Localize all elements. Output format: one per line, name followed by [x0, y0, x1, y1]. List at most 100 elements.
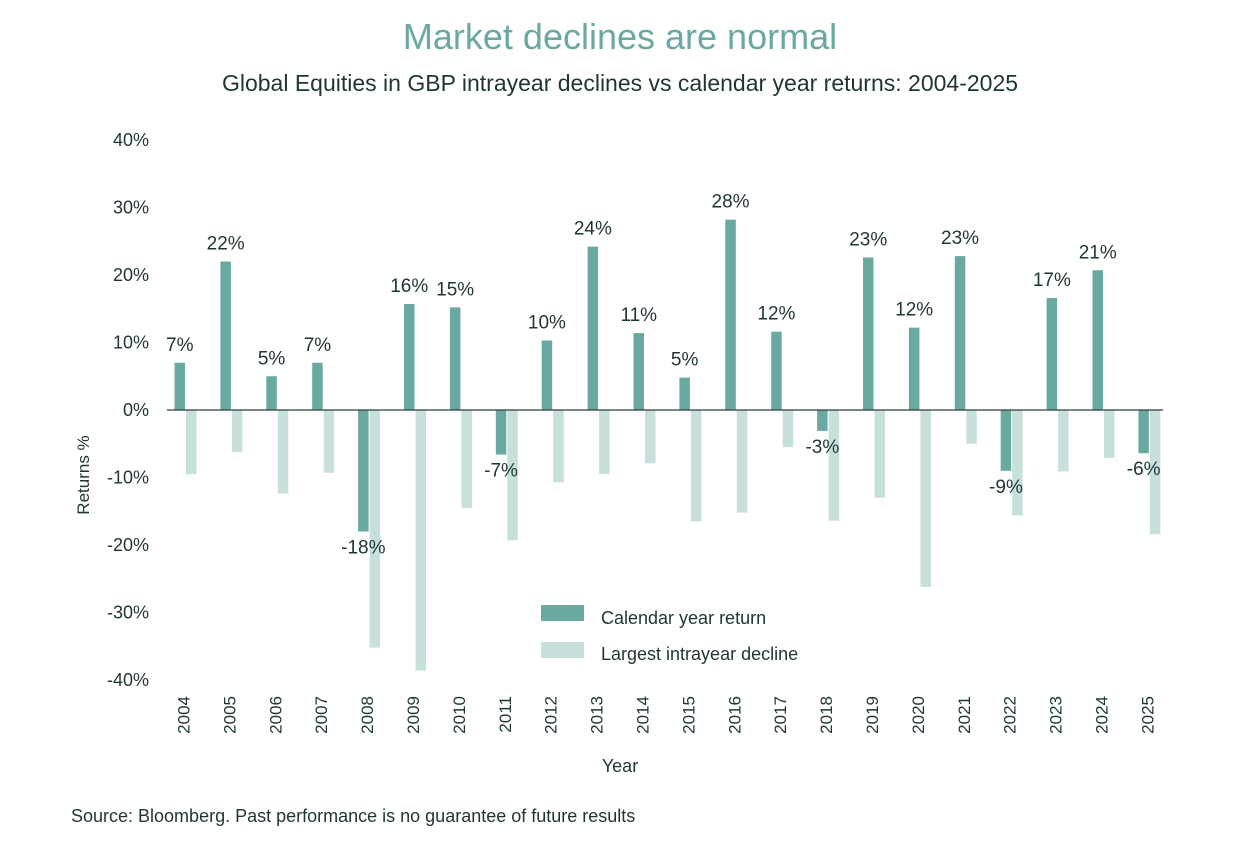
calendar-return-bar: [1092, 270, 1103, 410]
calendar-return-bar: [725, 219, 736, 410]
x-tick-label: 2023: [1047, 696, 1066, 734]
calendar-return-bars: [174, 219, 1149, 532]
calendar-return-bar: [587, 246, 599, 410]
intrayear-decline-bar: [1104, 410, 1115, 458]
legend-swatch-calendar: [541, 605, 584, 621]
calendar-return-bar: [404, 304, 415, 410]
calendar-return-data-label: 16%: [390, 276, 428, 297]
intrayear-decline-bar: [1149, 410, 1161, 535]
calendar-return-data-label: -7%: [484, 461, 518, 482]
intrayear-decline-bar: [874, 410, 885, 498]
x-tick-label: 2013: [588, 696, 607, 734]
intrayear-decline-bar: [369, 410, 381, 648]
calendar-return-bar: [312, 362, 323, 410]
y-tick-label: 30%: [113, 198, 149, 218]
legend: Calendar year return Largest intrayear d…: [541, 605, 798, 664]
y-tick-label: -10%: [107, 468, 149, 488]
calendar-return-data-label: 7%: [166, 335, 194, 356]
calendar-return-bar: [1046, 297, 1058, 410]
calendar-return-data-label: 21%: [1079, 242, 1117, 263]
x-axis-ticks: 2004 2005 2006 2007 2008 2009 2010 2011 2012 2013…: [175, 696, 1158, 734]
calendar-return-data-label: 24%: [574, 219, 612, 240]
x-tick-label: 2005: [220, 696, 239, 734]
calendar-return-bar: [174, 362, 185, 410]
calendar-return-bar: [220, 261, 231, 410]
x-tick-label: 2019: [863, 696, 882, 734]
y-tick-label: -30%: [107, 603, 149, 623]
bar-chart: -40% -30% -20% -10% 0% 10% 20% 30% 40% Returns %…: [74, 130, 1163, 776]
y-axis-label: Returns %: [74, 435, 93, 514]
intrayear-decline-bar: [736, 410, 748, 513]
x-tick-label: 2021: [955, 696, 974, 734]
intrayear-decline-bar: [1012, 410, 1023, 516]
chart-title: Market declines are normal: [402, 16, 838, 57]
x-tick-label: 2015: [679, 696, 698, 734]
y-axis-ticks: -40% -30% -20% -10% 0% 10% 20% 30% 40%: [107, 130, 149, 690]
intrayear-decline-bar: [690, 410, 702, 522]
calendar-return-data-label: -3%: [805, 437, 839, 458]
intrayear-decline-bar: [645, 410, 656, 464]
data-labels: 7% 22% 5% 7% -18% 16% 15% -7% 10% 24% 11% 5% 28% 12% -…: [166, 192, 1161, 559]
decline-bars: [186, 410, 1161, 671]
intrayear-decline-bar: [461, 410, 472, 508]
intrayear-decline-bar: [507, 410, 518, 541]
x-tick-label: 2010: [450, 696, 469, 734]
calendar-return-data-label: -9%: [989, 477, 1023, 498]
intrayear-decline-bar: [828, 410, 840, 521]
y-tick-label: 40%: [113, 130, 149, 150]
calendar-return-data-label: 7%: [304, 335, 332, 356]
x-tick-label: 2012: [542, 696, 561, 734]
source-note: Source: Bloomberg. Past performance is n…: [71, 806, 636, 826]
intrayear-decline-bar: [599, 410, 610, 475]
calendar-return-bar: [541, 340, 553, 410]
calendar-return-data-label: 15%: [436, 279, 474, 300]
calendar-return-bar: [1138, 410, 1149, 454]
calendar-return-bar: [817, 410, 828, 431]
calendar-return-bar: [863, 257, 874, 410]
calendar-return-data-label: 28%: [712, 192, 750, 213]
calendar-return-data-label: 5%: [671, 350, 699, 371]
calendar-return-bar: [679, 377, 690, 410]
calendar-return-data-label: -18%: [341, 538, 385, 559]
calendar-return-data-label: 23%: [849, 229, 887, 250]
calendar-return-bar: [1000, 410, 1012, 471]
y-tick-label: -40%: [107, 670, 149, 690]
x-tick-label: 2022: [1001, 696, 1020, 734]
calendar-return-data-label: 10%: [528, 312, 566, 333]
legend-label-decline: Largest intrayear decline: [601, 644, 798, 664]
calendar-return-data-label: 12%: [757, 304, 795, 325]
calendar-return-bar: [771, 331, 782, 410]
x-tick-label: 2014: [634, 696, 653, 734]
x-tick-label: 2009: [404, 696, 423, 734]
x-tick-label: 2024: [1093, 696, 1112, 734]
intrayear-decline-bar: [966, 410, 977, 444]
intrayear-decline-bar: [277, 410, 289, 494]
y-tick-label: -20%: [107, 535, 149, 555]
calendar-return-data-label: 11%: [620, 305, 657, 326]
x-tick-label: 2008: [358, 696, 377, 734]
chart-subtitle: Global Equities in GBP intrayear decline…: [221, 70, 1019, 96]
y-tick-label: 0%: [123, 400, 149, 420]
x-tick-label: 2018: [817, 696, 836, 734]
calendar-return-bar: [495, 410, 507, 455]
calendar-return-data-label: 5%: [258, 348, 286, 369]
intrayear-decline-bar: [186, 410, 197, 475]
x-tick-label: 2020: [909, 696, 928, 734]
calendar-return-bar: [633, 333, 644, 410]
intrayear-decline-bar: [415, 410, 426, 671]
intrayear-decline-bar: [1058, 410, 1069, 472]
x-axis-label: Year: [602, 756, 638, 776]
intrayear-decline-bar: [553, 410, 564, 483]
legend-swatch-decline: [541, 642, 584, 658]
calendar-return-data-label: -6%: [1127, 459, 1161, 480]
x-tick-label: 2004: [175, 696, 194, 734]
calendar-return-data-label: 23%: [941, 228, 979, 249]
x-tick-label: 2006: [266, 696, 285, 734]
intrayear-decline-bar: [920, 410, 931, 587]
legend-label-calendar: Calendar year return: [601, 608, 766, 628]
x-tick-label: 2007: [312, 696, 331, 734]
y-tick-label: 20%: [113, 265, 149, 285]
calendar-return-bar: [908, 327, 920, 410]
calendar-return-data-label: 12%: [895, 300, 933, 321]
x-tick-label: 2025: [1138, 696, 1157, 734]
